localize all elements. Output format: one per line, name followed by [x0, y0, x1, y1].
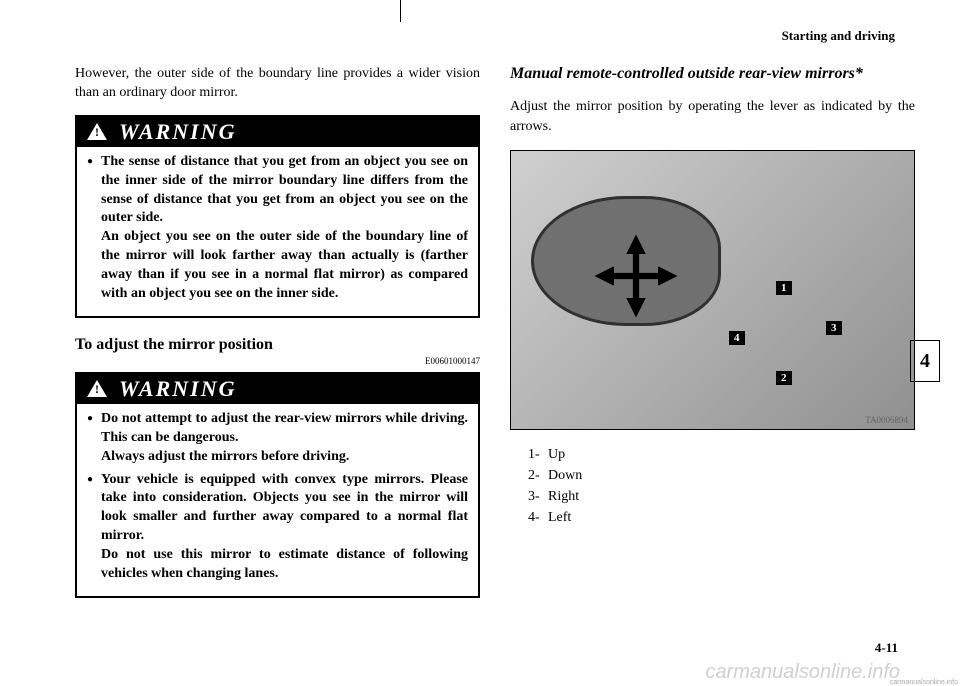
warning-item: Your vehicle is equipped with convex typ…: [87, 471, 468, 584]
watermark-small: carmanualsonline.info: [890, 679, 958, 686]
warning-triangle-icon: [87, 123, 107, 140]
legend-item: 2-Down: [528, 465, 915, 486]
warning-body-2: Do not attempt to adjust the rear-view m…: [77, 404, 478, 596]
right-column: Manual remote-controlled outside rear-vi…: [510, 30, 915, 616]
legend-label: Down: [548, 465, 582, 486]
page-content: However, the outer side of the boundary …: [0, 0, 960, 636]
intro-paragraph: However, the outer side of the boundary …: [75, 65, 480, 103]
binding-mark: [400, 0, 401, 22]
arrow-cross-icon: [591, 231, 681, 326]
warning-header-1: WARNING: [77, 117, 478, 147]
warning-triangle-icon: [87, 380, 107, 397]
legend-num: 1-: [528, 444, 548, 465]
legend-item: 1-Up: [528, 444, 915, 465]
label-1: 1: [776, 281, 792, 295]
main-heading: Manual remote-controlled outside rear-vi…: [510, 65, 915, 83]
page-number: 4-11: [875, 640, 898, 656]
mirror-illustration: 1 2 3 4 TA0006894: [510, 150, 915, 430]
legend-label: Left: [548, 507, 571, 528]
label-2: 2: [776, 371, 792, 385]
warning-body-1: The sense of distance that you get from …: [77, 147, 478, 316]
warning-item: Do not attempt to adjust the rear-view m…: [87, 410, 468, 467]
warning-box-1: WARNING The sense of distance that you g…: [75, 115, 480, 318]
left-column: However, the outer side of the boundary …: [75, 30, 480, 616]
legend-item: 3-Right: [528, 486, 915, 507]
warning-title-1: WARNING: [119, 119, 237, 145]
image-id: TA0006894: [865, 415, 908, 425]
legend-list: 1-Up 2-Down 3-Right 4-Left: [528, 444, 915, 528]
legend-label: Right: [548, 486, 579, 507]
legend-item: 4-Left: [528, 507, 915, 528]
body-paragraph: Adjust the mirror position by operating …: [510, 97, 915, 136]
reference-code: E00601000147: [75, 356, 480, 366]
label-3: 3: [826, 321, 842, 335]
legend-num: 4-: [528, 507, 548, 528]
section-tab: 4: [910, 340, 940, 382]
legend-label: Up: [548, 444, 565, 465]
legend-num: 3-: [528, 486, 548, 507]
warning-item: The sense of distance that you get from …: [87, 153, 468, 304]
watermark: carmanualsonline.info: [705, 661, 900, 684]
label-4: 4: [729, 331, 745, 345]
legend-num: 2-: [528, 465, 548, 486]
subheading-adjust: To adjust the mirror position: [75, 336, 480, 354]
page-header: Starting and driving: [782, 28, 895, 44]
warning-title-2: WARNING: [119, 376, 237, 402]
warning-header-2: WARNING: [77, 374, 478, 404]
warning-box-2: WARNING Do not attempt to adjust the rea…: [75, 372, 480, 598]
